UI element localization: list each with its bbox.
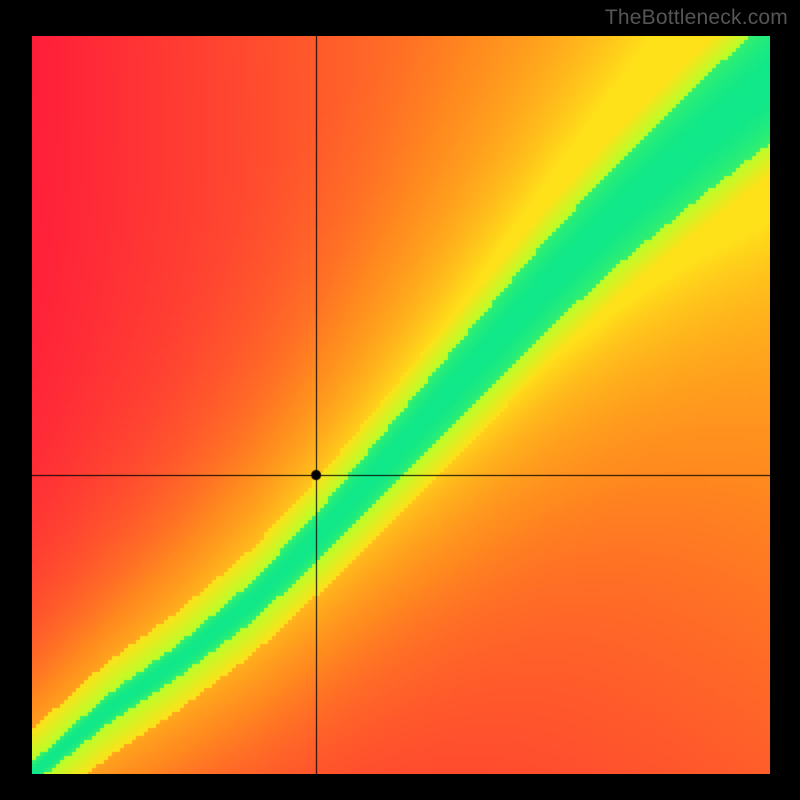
chart-frame: TheBottleneck.com [0,0,800,800]
plot-area [32,36,770,774]
crosshair-overlay [32,36,770,774]
watermark-text: TheBottleneck.com [605,6,788,30]
